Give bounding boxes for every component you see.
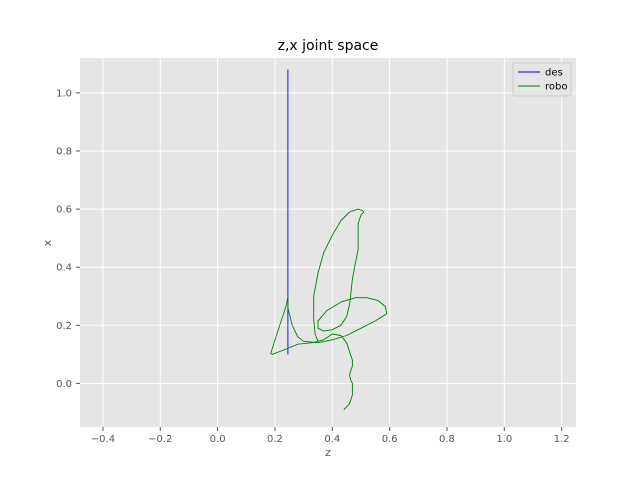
x-tick-label: 0.4 [324,434,340,445]
y-tick-label: 0.8 [56,146,72,157]
plot-area [80,58,576,427]
y-tick-label: 1.0 [56,88,72,99]
x-axis-label: z [325,446,331,459]
legend-label-robo: robo [545,82,567,93]
legend: des robo [512,62,572,97]
x-tick-label: −0.4 [91,434,115,445]
chart-title: z,x joint space [278,38,379,54]
x-tick-label: 0.8 [439,434,455,445]
grid-layer [80,58,576,427]
series-line-robo [270,208,388,410]
x-axis-ticks: −0.4 −0.2 0.0 0.2 0.4 0.6 0.8 1.0 1.2 [91,427,570,445]
series-layer [270,69,388,410]
y-axis-label: x [41,239,54,246]
legend-frame [512,62,572,97]
x-tick-label: 1.0 [496,434,512,445]
y-tick-label: 0.2 [56,321,72,332]
x-tick-label: 0.2 [267,434,283,445]
y-tick-label: 0.6 [56,205,72,216]
x-tick-label: −0.2 [148,434,172,445]
y-tick-label: 0.0 [56,379,72,390]
y-axis-ticks: 0.0 0.2 0.4 0.6 0.8 1.0 [56,88,80,390]
x-tick-label: 0.0 [210,434,226,445]
legend-label-des: des [545,68,563,79]
x-tick-label: 0.6 [382,434,398,445]
x-tick-label: 1.2 [554,434,570,445]
y-tick-label: 0.4 [56,263,72,274]
